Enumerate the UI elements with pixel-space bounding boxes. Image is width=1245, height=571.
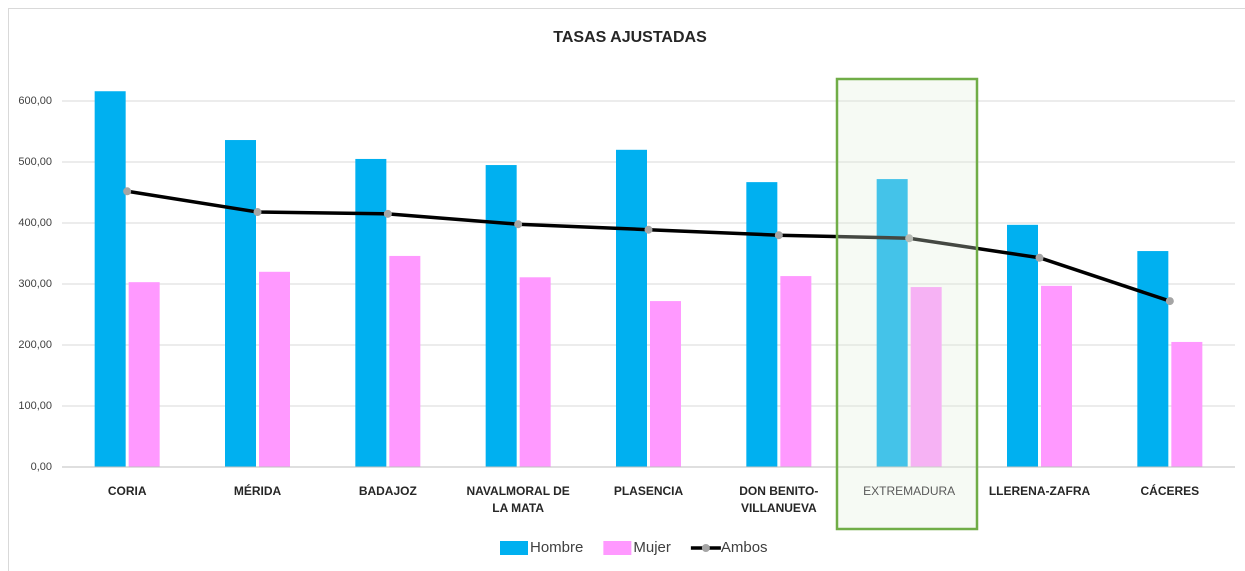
bar — [1007, 224, 1038, 467]
bar — [650, 301, 681, 467]
bar — [780, 276, 812, 467]
line-marker — [383, 209, 392, 218]
x-tick-label: CÁCERES — [1140, 484, 1200, 498]
y-tick-label: 300,00 — [18, 278, 52, 290]
line-marker — [774, 231, 783, 240]
y-tick-label: 400,00 — [18, 217, 52, 229]
legend-label: Ambos — [720, 539, 768, 556]
bar — [259, 271, 290, 467]
legend-label: Mujer — [633, 539, 671, 556]
bar — [746, 182, 778, 467]
bar — [519, 277, 551, 467]
x-tick-label: PLASENCIA — [613, 484, 684, 498]
bar — [485, 165, 517, 468]
chart-border — [8, 8, 1245, 571]
y-tick-label: 600,00 — [18, 95, 52, 107]
line-marker — [905, 234, 914, 243]
legend-swatch — [500, 541, 528, 555]
line-marker — [1165, 297, 1174, 306]
bar — [1171, 341, 1203, 467]
bar — [128, 282, 160, 467]
y-tick-label: 200,00 — [18, 339, 52, 351]
legend-label: Hombre — [530, 539, 584, 556]
legend-marker — [701, 544, 710, 552]
line-marker — [1035, 253, 1044, 262]
x-tick-label: EXTREMADURA — [863, 484, 956, 498]
bar — [910, 287, 942, 467]
y-tick-label: 100,00 — [18, 400, 52, 412]
bar — [616, 149, 647, 468]
x-tick-label: NAVALMORAL DE LA MATA — [466, 484, 570, 515]
bar — [1137, 251, 1169, 467]
bar — [94, 91, 126, 468]
line-marker — [644, 225, 653, 234]
line-marker — [123, 187, 132, 196]
bar — [225, 140, 256, 468]
x-tick-label: CORIA — [107, 484, 147, 498]
x-tick-label: MÉRIDA — [233, 484, 282, 498]
x-tick-label: LLERENA-ZAFRA — [988, 484, 1091, 498]
x-tick-label: BADAJOZ — [358, 484, 417, 498]
line-marker — [253, 208, 262, 217]
highlight-box — [835, 77, 979, 531]
bar — [355, 158, 387, 467]
legend-swatch — [603, 541, 632, 555]
bar — [876, 179, 908, 467]
chart-title: TASAS AJUSTADAS — [553, 29, 707, 46]
x-tick-label: DON BENITO-VILLANUEVA — [739, 484, 819, 515]
y-tick-label: 0,00 — [31, 461, 52, 473]
line-marker — [514, 220, 523, 229]
y-tick-label: 500,00 — [18, 156, 52, 168]
bar — [1041, 285, 1072, 467]
bar — [389, 255, 421, 467]
